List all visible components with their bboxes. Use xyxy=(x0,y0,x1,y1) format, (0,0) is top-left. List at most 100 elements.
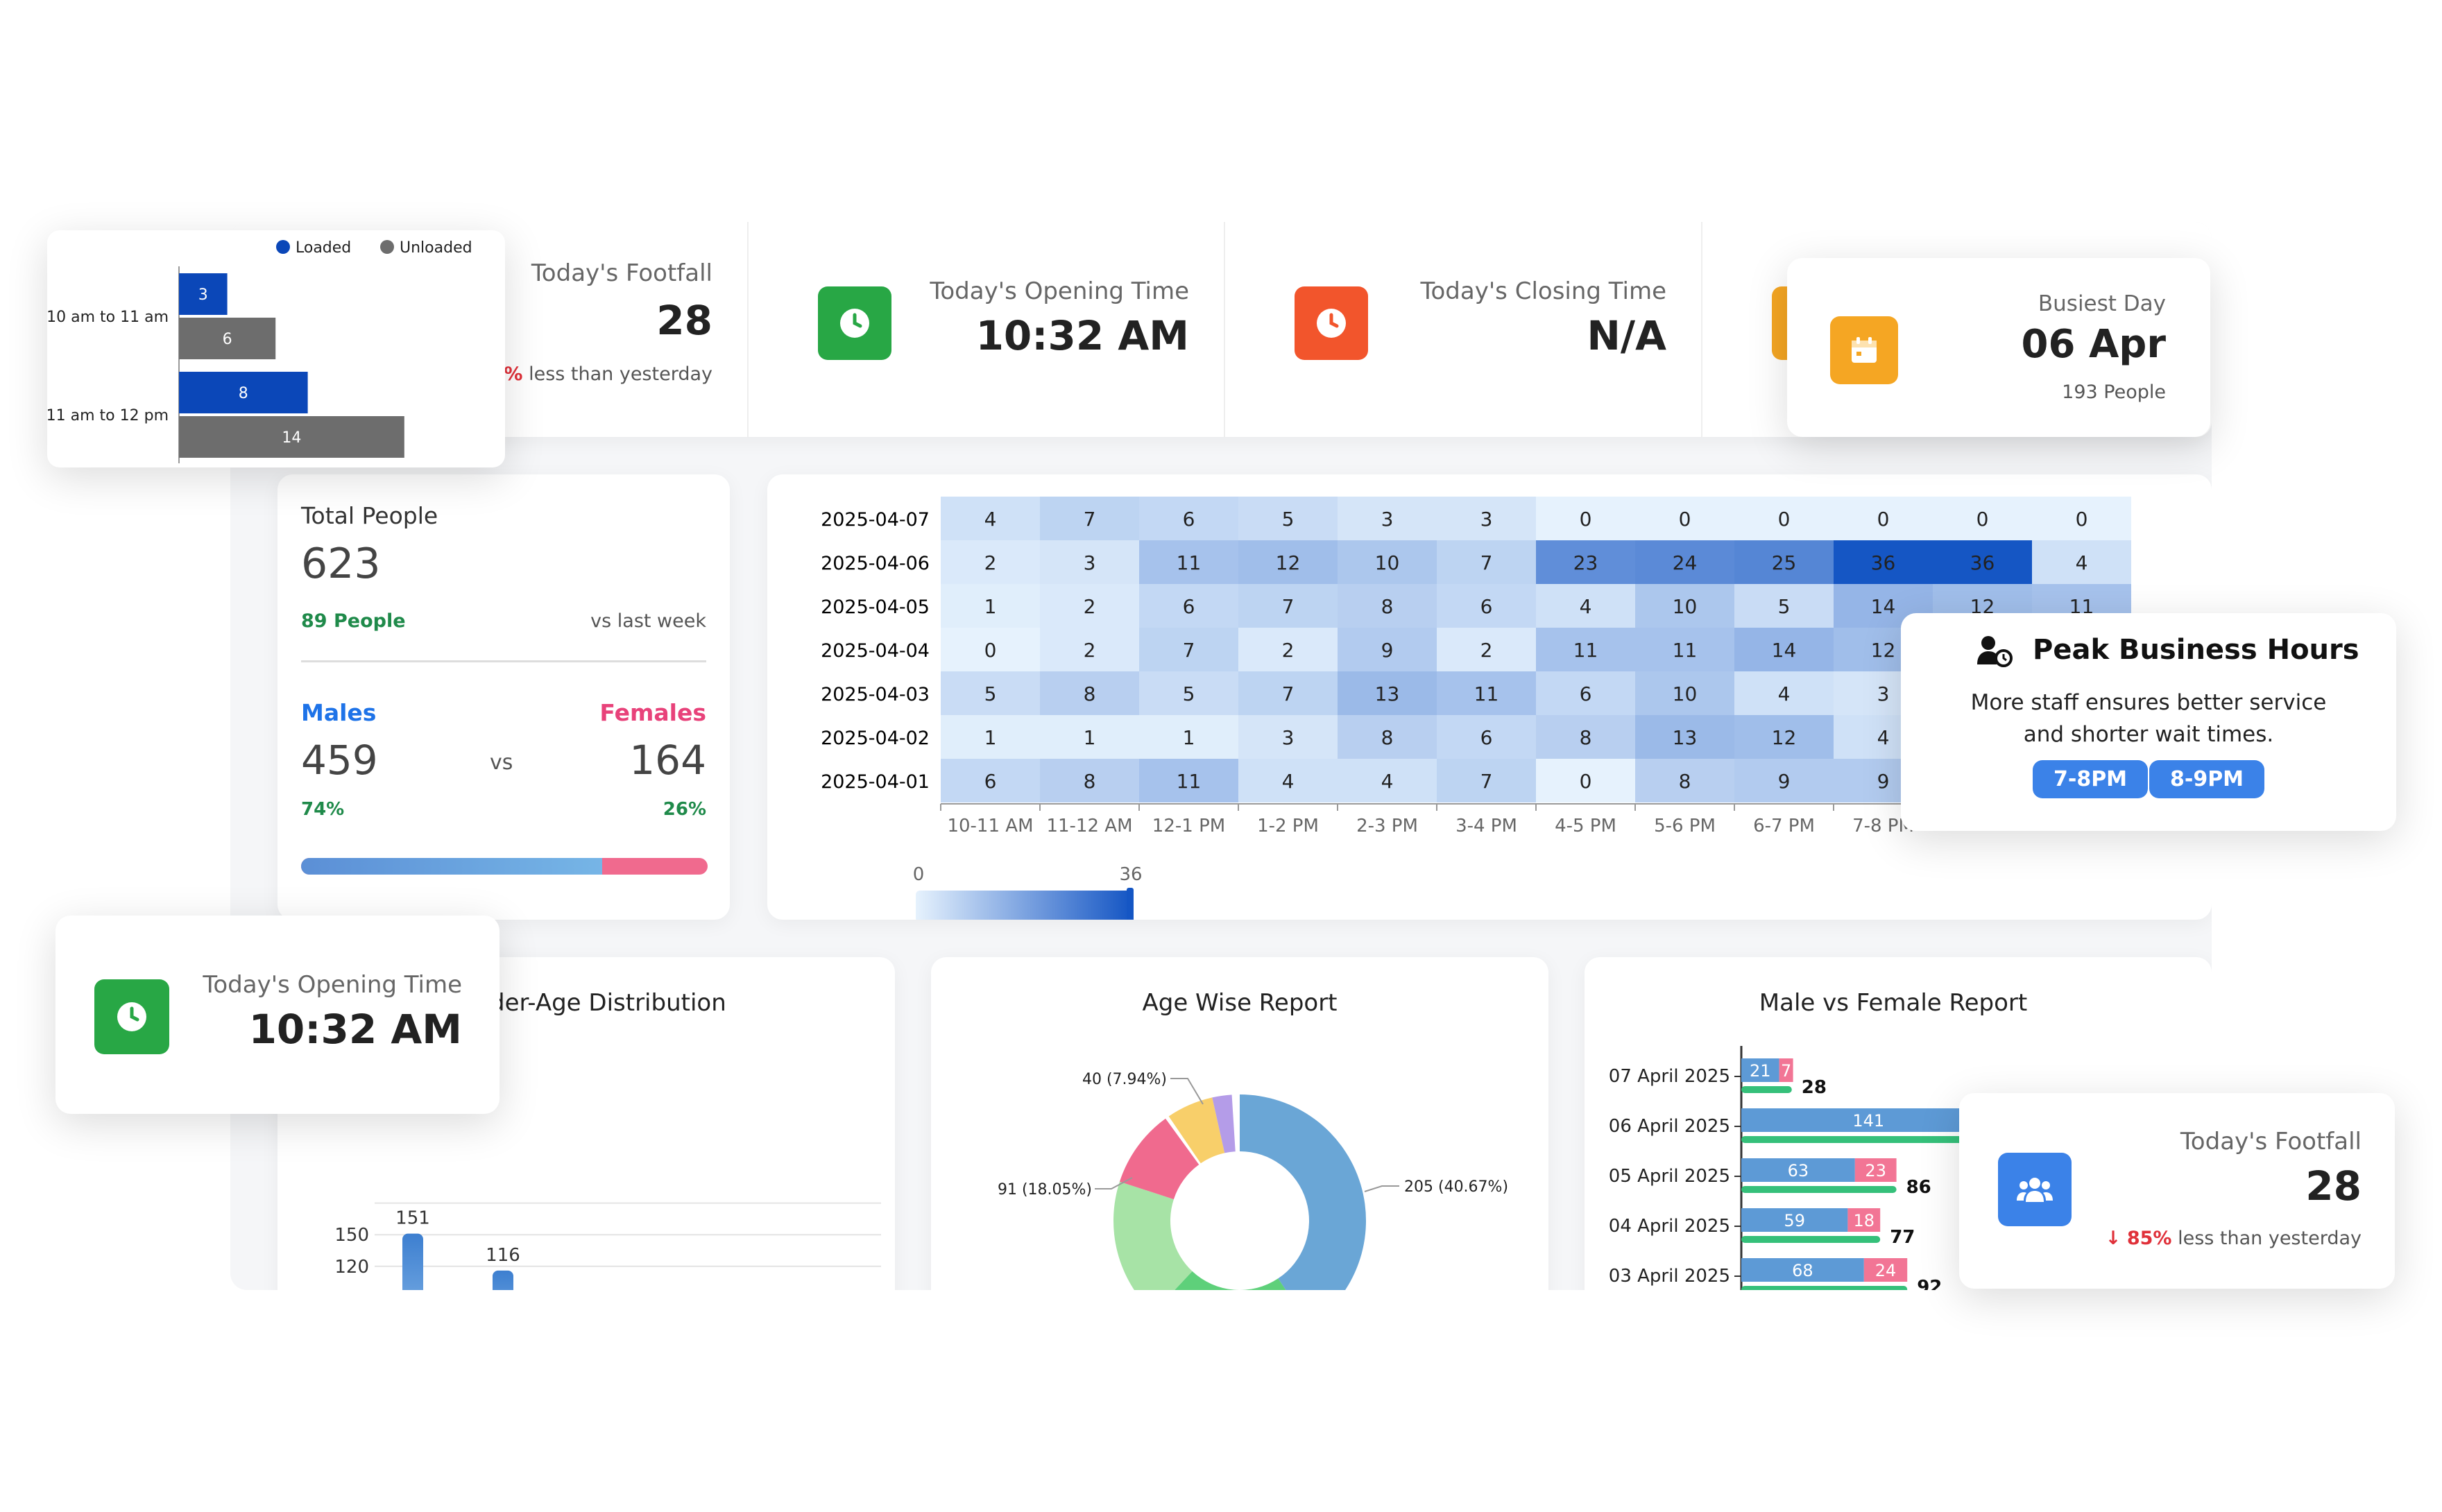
peak-pill-1: 7-8PM xyxy=(2033,760,2149,798)
heatmap-cell xyxy=(1238,497,1338,540)
heatmap-cell-value: 25 xyxy=(1772,551,1797,574)
heatmap-cell-value: 0 xyxy=(984,639,997,662)
peak-hours-card: Peak Business Hours More staff ensures b… xyxy=(1901,613,2396,831)
total-people-title: Total People xyxy=(301,502,438,529)
color-scale-handle[interactable] xyxy=(1127,888,1134,920)
heatmap-cell xyxy=(1734,540,1834,584)
donut-slice xyxy=(1175,1271,1286,1290)
loaded-bar xyxy=(179,372,308,413)
heatmap-cell-value: 4 xyxy=(1580,595,1592,618)
heatmap-cell-value: 2 xyxy=(1282,639,1295,662)
total-people-vs: vs last week xyxy=(590,610,706,632)
legend-unloaded-label: Unloaded xyxy=(400,239,472,257)
heatmap-cell-value: 36 xyxy=(1871,551,1896,574)
heatmap-cell xyxy=(1734,584,1834,628)
heatmap-cell-value: 24 xyxy=(1673,551,1698,574)
divider xyxy=(1701,222,1702,437)
heatmap-cell xyxy=(1238,584,1338,628)
heatmap-cell xyxy=(1437,628,1536,671)
heatmap-cell-value: 2 xyxy=(1084,639,1096,662)
donut-slice xyxy=(1212,1094,1236,1153)
gender-age-chart: 15012090601515411670 xyxy=(334,1202,881,1290)
heatmap-cell-value: 9 xyxy=(1877,770,1890,793)
heatmap-cell xyxy=(1635,715,1734,759)
heatmap-cell xyxy=(1338,715,1437,759)
heatmap-cell xyxy=(1040,497,1139,540)
heatmap-cell xyxy=(1635,540,1734,584)
heatmap-cell-value: 8 xyxy=(1084,682,1096,705)
heatmap-cell xyxy=(2032,497,2131,540)
heatmap-cell xyxy=(1536,540,1635,584)
heatmap-cell xyxy=(1139,584,1238,628)
heatmap-cell xyxy=(1437,715,1536,759)
mf-male-bar xyxy=(1741,1108,1996,1132)
heatmap-cell-value: 9 xyxy=(1778,770,1791,793)
heatmap-col-label: 6-7 PM xyxy=(1753,816,1815,836)
heatmap-cell-value: 4 xyxy=(1877,726,1890,749)
heatmap-cell xyxy=(941,540,1040,584)
heatmap-cell-value: 10 xyxy=(1673,595,1698,618)
donut-leader xyxy=(1170,1078,1204,1105)
mf-row-label: 04 April 2025 xyxy=(1609,1216,1730,1237)
heatmap-cell-value: 14 xyxy=(1772,639,1797,662)
heatmap-cell-value: 0 xyxy=(1976,508,1989,531)
mf-total-bar xyxy=(1741,1236,1881,1243)
users-icon xyxy=(1998,1153,2072,1226)
loaded-row-label: 10 am to 11 am xyxy=(47,309,169,326)
heatmap-cell xyxy=(1238,715,1338,759)
heatmap-cell xyxy=(1338,628,1437,671)
clock-icon xyxy=(818,286,891,360)
heatmap-cell-value: 12 xyxy=(1772,726,1797,749)
mf-total-value: 86 xyxy=(1906,1177,1931,1198)
scale-max-label: 36 xyxy=(1119,864,1142,885)
heatmap-cell-value: 5 xyxy=(1282,508,1295,531)
heatmap-cell xyxy=(1437,671,1536,715)
mf-bar-chart: 07 April 2025 21 7 28 06 April 2025 141 05 Apr… xyxy=(1609,1046,2158,1290)
heatmap-cell-value: 7 xyxy=(1480,551,1493,574)
heatmap-cell xyxy=(1933,497,2032,540)
heatmap-cell xyxy=(1536,671,1635,715)
heatmap-cell xyxy=(1734,628,1834,671)
heatmap-cell-value: 11 xyxy=(1673,639,1698,662)
heatmap-cell-value: 12 xyxy=(1276,551,1301,574)
opening-time-card: Today's Opening Time 10:32 AM xyxy=(56,916,500,1114)
heatmap-row-label: 2025-04-02 xyxy=(821,728,930,749)
heatmap-cell xyxy=(1635,497,1734,540)
heatmap-cell-value: 0 xyxy=(1778,508,1791,531)
loaded-row-label: 11 am to 12 pm xyxy=(47,407,169,424)
mf-row-label: 07 April 2025 xyxy=(1609,1066,1730,1087)
unloaded-bar xyxy=(179,318,276,359)
donut-slice xyxy=(1119,1118,1199,1200)
heatmap-cell xyxy=(1338,497,1437,540)
loaded-bar-value: 8 xyxy=(239,385,248,402)
heatmap-cell-value: 8 xyxy=(1381,726,1394,749)
heatmap-cell-value: 2 xyxy=(984,551,997,574)
mf-male-value: 21 xyxy=(1750,1061,1771,1081)
heatmap-cell-value: 6 xyxy=(1580,682,1592,705)
ga-bar xyxy=(402,1233,423,1290)
busiest-value: 06 Apr xyxy=(2021,322,2166,367)
ga-ytick-label: 150 xyxy=(334,1225,369,1246)
heatmap-cell-value: 10 xyxy=(1375,551,1400,574)
heatmap-cell-value: 9 xyxy=(1381,639,1394,662)
mf-female-bar xyxy=(1779,1058,1793,1082)
heatmap-cell xyxy=(1338,540,1437,584)
loaded-bar xyxy=(179,273,228,315)
heatmap-cell xyxy=(1734,671,1834,715)
mf-male-bar xyxy=(1741,1208,1848,1232)
total-people-value: 623 xyxy=(301,540,381,588)
donut-leader xyxy=(1364,1185,1399,1192)
heatmap-cell xyxy=(1040,671,1139,715)
heatmap-cell xyxy=(1139,628,1238,671)
heatmap-cell-value: 7 xyxy=(1084,508,1096,531)
heatmap-cell xyxy=(1437,584,1536,628)
mf-total-value: 28 xyxy=(1802,1077,1827,1098)
heatmap-cell xyxy=(1338,759,1437,802)
footfall-card-title: Today's Footfall xyxy=(2180,1128,2362,1156)
heatmap-cell xyxy=(1238,759,1338,802)
heatmap-cell-value: 6 xyxy=(984,770,997,793)
heatmap-cell xyxy=(1635,584,1734,628)
ga-ytick-label: 90 xyxy=(346,1288,369,1290)
mf-total-bar xyxy=(1741,1086,1792,1093)
heatmap-col-label: 4-5 PM xyxy=(1555,816,1616,836)
